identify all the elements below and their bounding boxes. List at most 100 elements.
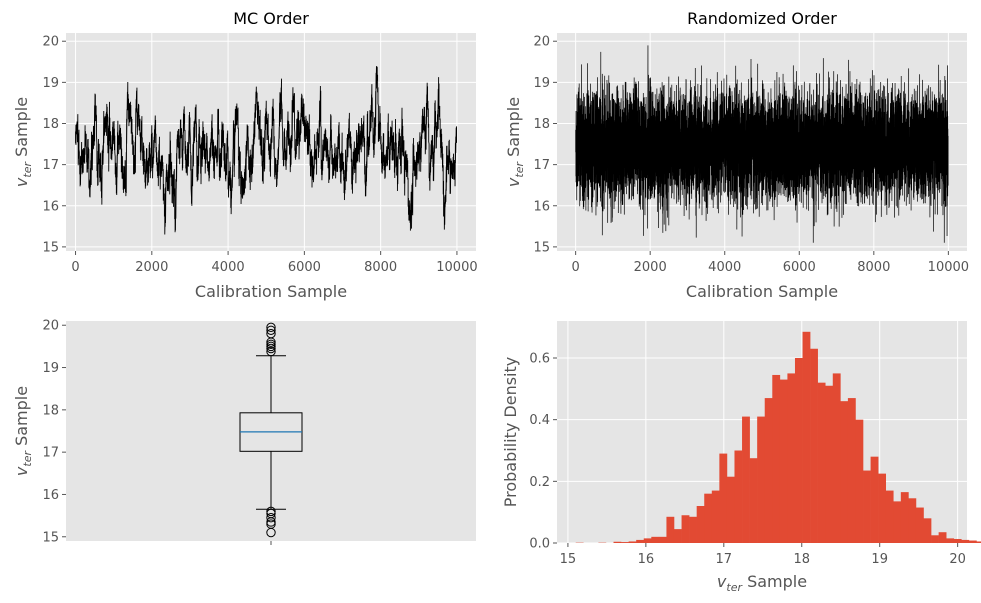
histogram-bar-19 (719, 453, 728, 543)
p3-xtick-label-3: 18 (793, 552, 810, 567)
mc-order-title: MC Order (233, 9, 309, 28)
boxplot-outlier-12 (266, 325, 276, 336)
p2-ytick-label-0: 15 (42, 530, 59, 545)
p0-xtick-label-2: 4000 (212, 260, 245, 275)
p3-ytick-label-1: 0.2 (529, 475, 550, 490)
p1-ytick-label-4: 19 (533, 76, 550, 91)
mc-order-ylabel-sub: ter (21, 161, 34, 178)
randomized-order-xlabel: Calibration Sample (686, 282, 838, 301)
p0-ytick-label-0: 15 (42, 240, 59, 255)
histogram-bar-51 (961, 539, 970, 543)
histogram-bar-9 (643, 538, 652, 543)
p1-xtick-label-0: 0 (571, 260, 579, 275)
histogram-bar-22 (742, 416, 750, 543)
boxplot-ylabel-rest: Sample (12, 386, 31, 451)
boxplot-ticks: 15 16 17 18 19 20 (42, 319, 66, 545)
randomized-order-ylabel-sub: ter (513, 161, 526, 178)
randomized-order-trace (575, 45, 949, 243)
histogram-bar-16 (696, 506, 705, 543)
p2-ytick-label-2: 17 (42, 446, 59, 461)
histogram-bar-35 (840, 401, 849, 543)
boxplot-outlier-11 (266, 328, 276, 339)
histogram-bar-53 (976, 541, 981, 543)
boxplot-outlier-8 (266, 341, 276, 352)
p1-xtick-label-5: 10000 (928, 260, 969, 275)
boxplot-outlier-13 (266, 322, 276, 333)
mc-order-ylabel-var: v (12, 177, 31, 187)
histogram-bar-18 (711, 490, 720, 543)
mc-order-panel: 15 16 17 18 19 20 0 2000 4000 6000 8000 10000 MC Or… (12, 9, 478, 301)
p2-ytick-label-3: 18 (42, 403, 59, 418)
histogram-bars (575, 331, 981, 543)
histogram-bar-48 (938, 532, 947, 543)
histogram-bar-8 (636, 539, 645, 543)
p3-xtick-label-2: 17 (716, 552, 733, 567)
histogram-bar-31 (810, 348, 818, 543)
histogram-bar-10 (651, 536, 660, 543)
histogram-xlabel: vter Sample (717, 572, 807, 594)
histogram-bar-46 (923, 518, 932, 543)
histogram-bar-21 (734, 450, 743, 543)
boxplot-ylabel-sub: ter (21, 450, 34, 467)
p2-ytick-label-1: 16 (42, 488, 59, 503)
histogram-panel: 0.0 0.2 0.4 0.6 15 16 17 18 19 20 vter Sample Pro… (501, 321, 981, 594)
p0-ytick-label-5: 20 (42, 35, 59, 50)
histogram-bar-25 (764, 398, 773, 543)
p1-xtick-label-2: 4000 (708, 260, 741, 275)
histogram-bar-30 (802, 331, 811, 543)
p2-ytick-label-4: 19 (42, 361, 59, 376)
p1-ytick-label-1: 16 (533, 199, 550, 214)
histogram-bar-36 (847, 398, 856, 543)
histogram-bar-39 (870, 456, 879, 543)
p1-xtick-label-3: 6000 (783, 260, 816, 275)
p3-xtick-label-4: 19 (871, 552, 888, 567)
histogram-bar-14 (681, 515, 690, 543)
histogram-bar-29 (794, 358, 803, 543)
p1-ytick-label-2: 17 (533, 158, 550, 173)
histogram-bar-24 (757, 416, 766, 543)
histogram-bar-13 (673, 529, 682, 543)
p2-ytick-label-5: 20 (42, 319, 59, 334)
histogram-ticks: 0.0 0.2 0.4 0.6 15 16 17 18 19 20 (529, 352, 966, 568)
histogram-bar-52 (968, 540, 977, 543)
histogram-bar-33 (825, 385, 834, 543)
histogram-ylabel: Probability Density (501, 357, 520, 508)
histogram-bar-37 (855, 419, 864, 543)
randomized-order-ylabel-rest: Sample (504, 97, 523, 162)
histogram-bar-47 (931, 535, 939, 543)
p3-ytick-label-0: 0.0 (529, 537, 550, 552)
histogram-bar-34 (832, 373, 841, 543)
histogram-xlabel-rest: Sample (742, 572, 807, 591)
p0-ytick-label-1: 16 (42, 199, 59, 214)
randomized-order-title: Randomized Order (687, 9, 837, 28)
p3-xtick-label-5: 20 (949, 552, 966, 567)
histogram-xlabel-var: v (717, 572, 727, 591)
randomized-order-ylabel: vter Sample (504, 97, 526, 187)
mc-order-xlabel: Calibration Sample (195, 282, 347, 301)
p0-xtick-label-0: 0 (71, 260, 79, 275)
histogram-bar-50 (953, 538, 962, 543)
boxplot-outlier-7 (266, 343, 276, 354)
p0-xtick-label-5: 10000 (436, 260, 477, 275)
histogram-bar-41 (885, 490, 894, 543)
randomized-order-ticks: 15 16 17 18 19 20 0 2000 4000 6000 8000 10000 (533, 35, 969, 275)
histogram-bar-42 (893, 501, 902, 543)
histogram-bar-49 (946, 538, 955, 543)
histogram-bar-5 (613, 541, 622, 543)
p0-xtick-label-4: 8000 (364, 260, 397, 275)
histogram-bar-7 (628, 541, 637, 543)
mc-order-ticks: 15 16 17 18 19 20 0 2000 4000 6000 8000 10000 (42, 35, 477, 275)
histogram-bar-38 (863, 470, 871, 543)
boxplot-outlier-1 (266, 519, 276, 529)
histogram-bar-23 (749, 458, 758, 543)
p1-ytick-label-0: 15 (533, 240, 550, 255)
p1-xtick-label-4: 8000 (857, 260, 890, 275)
mc-order-ylabel: vter Sample (12, 97, 34, 187)
randomized-order-panel: 15 16 17 18 19 20 0 2000 4000 6000 8000 10000 Rando… (504, 9, 969, 301)
p1-ytick-label-5: 20 (533, 35, 550, 50)
histogram-bar-26 (772, 374, 781, 543)
p3-ytick-label-3: 0.6 (529, 352, 550, 367)
histogram-bar-45 (915, 507, 924, 543)
histogram-bar-27 (779, 379, 788, 543)
